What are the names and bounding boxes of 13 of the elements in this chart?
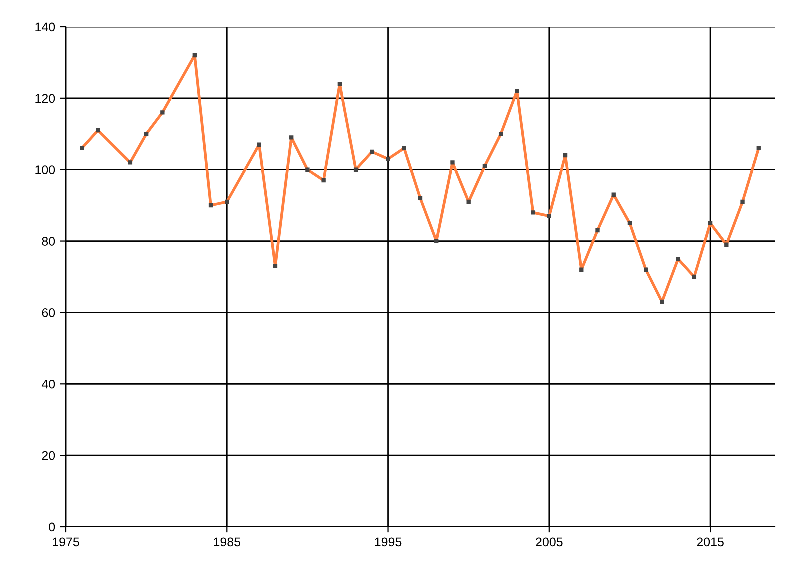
y-tick-label: 60 [42, 308, 56, 318]
y-tick-label: 0 [49, 522, 56, 532]
y-tick-label: 120 [36, 94, 56, 104]
x-tick-label: 2005 [536, 538, 563, 547]
x-tick-label: 1975 [53, 538, 80, 547]
y-tick-label: 80 [42, 237, 56, 246]
x-tick-label: 1995 [375, 538, 402, 547]
x-tick-label: 1985 [214, 538, 241, 547]
y-tick-label: 20 [42, 451, 56, 460]
y-tick-label: 140 [36, 22, 56, 32]
y-tick-label: 100 [36, 166, 56, 175]
y-tick-label: 40 [42, 380, 56, 389]
x-tick-label: 2015 [697, 538, 724, 547]
